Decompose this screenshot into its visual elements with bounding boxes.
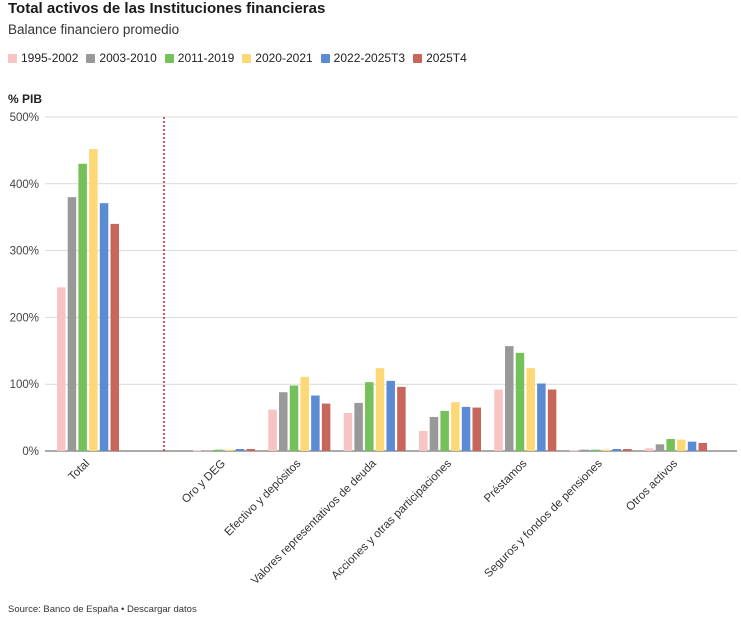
bar	[89, 149, 98, 451]
bar	[547, 389, 557, 451]
bar	[279, 392, 288, 451]
bar	[67, 197, 77, 451]
bar	[451, 402, 460, 451]
bar	[537, 383, 546, 451]
bar	[246, 448, 255, 451]
bar	[655, 444, 665, 451]
bar	[365, 382, 374, 451]
legend-swatch	[8, 53, 17, 63]
legend-label: 1995-2002	[21, 51, 79, 65]
y-tick-label: 300%	[10, 246, 39, 258]
legend-item[interactable]: 1995-2002	[8, 51, 78, 65]
legend: 1995-2002 2003-2010 2011-2019 2020-2021 2022…	[8, 51, 475, 65]
legend-item[interactable]: 2025T4	[413, 51, 467, 65]
bar	[494, 389, 503, 451]
legend-swatch	[320, 53, 330, 63]
bar	[57, 287, 66, 451]
bar	[214, 449, 223, 451]
bar	[591, 449, 600, 451]
bar	[375, 368, 385, 451]
y-tick-label: 500%	[10, 112, 39, 124]
bar	[268, 409, 277, 451]
x-tick-label: Valores representativos de deuda	[249, 457, 379, 587]
bar	[397, 386, 406, 451]
x-tick-label: Préstamos	[482, 457, 530, 505]
legend-swatch	[86, 53, 96, 63]
bar	[440, 410, 449, 451]
legend-item[interactable]: 2022-2025T3	[320, 51, 406, 65]
legend-swatch	[164, 53, 174, 63]
bar	[645, 448, 654, 451]
source-label: Source:	[8, 604, 41, 615]
bar	[311, 395, 320, 451]
bar	[225, 449, 234, 451]
bar	[677, 439, 686, 451]
bar	[235, 448, 245, 451]
bar	[193, 450, 202, 452]
chart-subtitle: Balance financiero promedio	[8, 22, 180, 37]
bar	[386, 380, 395, 451]
bar	[99, 203, 109, 451]
legend-label: 2025T4	[426, 51, 467, 65]
legend-swatch	[413, 53, 423, 63]
legend-item[interactable]: 2011-2019	[164, 51, 235, 65]
legend-item[interactable]: 2003-2010	[86, 51, 157, 65]
source-note: Source: Banco de España • Descargar dato…	[8, 604, 197, 615]
y-tick-label: 0%	[22, 446, 39, 458]
bar	[666, 438, 675, 451]
bar	[110, 223, 119, 451]
y-tick-label: 100%	[10, 379, 39, 391]
bar	[419, 430, 428, 451]
bar	[203, 450, 213, 452]
legend-label: 2011-2019	[177, 51, 235, 65]
legend-swatch	[242, 53, 252, 63]
bar	[461, 406, 471, 451]
y-tick-label: 400%	[10, 179, 39, 191]
legend-item[interactable]: 2020-2021	[242, 51, 313, 65]
bar	[78, 163, 87, 451]
y-axis-label: % PIB	[8, 92, 42, 106]
bar	[505, 346, 514, 451]
bar-chart: % PIB 0% 100% 200% 300% 400% 500% Total Oro y DE…	[8, 92, 737, 587]
bar	[612, 448, 621, 451]
x-tick-label: Oro y DEG	[180, 458, 228, 506]
x-tick-label: Efectivo y depósitos	[223, 457, 304, 538]
chart-title: Total activos de las Instituciones finan…	[8, 0, 326, 17]
source-value: Banco de España	[43, 604, 119, 615]
bar	[687, 441, 697, 451]
bar	[321, 403, 331, 451]
legend-label: 2022-2025T3	[333, 51, 406, 65]
bar	[698, 442, 707, 451]
bar	[343, 412, 353, 451]
source-separator: •	[121, 604, 125, 615]
x-tick-label: Acciones y otras participaciones	[329, 457, 454, 582]
bar	[515, 352, 525, 451]
legend-label: 2003-2010	[99, 51, 157, 65]
bar	[526, 368, 535, 451]
bar	[300, 376, 309, 451]
bar	[354, 402, 363, 451]
download-data-link[interactable]: Descargar datos	[127, 604, 197, 615]
x-tick-label: Seguros y fondos de pensiones	[482, 457, 605, 580]
bar	[623, 448, 632, 451]
x-tick-label: Otros activos	[624, 457, 680, 513]
bar	[601, 449, 611, 451]
bar	[429, 416, 439, 451]
bar	[289, 385, 299, 451]
x-tick-label: Total	[66, 458, 92, 484]
bar	[580, 449, 589, 451]
legend-label: 2020-2021	[255, 51, 313, 65]
bar	[472, 407, 481, 451]
bar	[569, 450, 579, 452]
y-tick-label: 200%	[10, 312, 39, 324]
